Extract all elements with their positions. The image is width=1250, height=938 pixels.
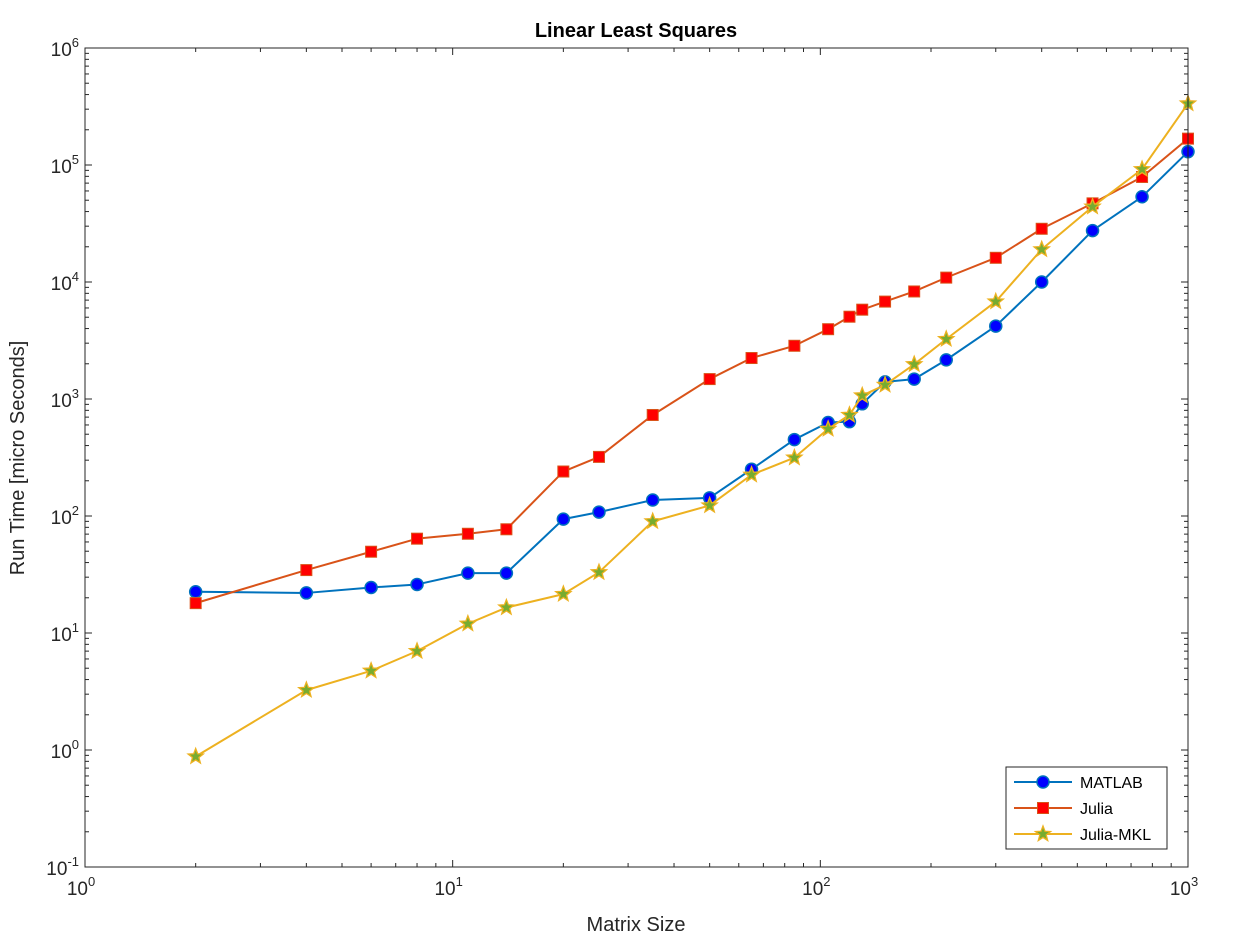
data-point-matlab: [907, 372, 921, 386]
data-point-julia-mkl: [840, 405, 859, 423]
data-point-julia-mkl: [875, 375, 895, 393]
y-tick-label: 104: [51, 269, 79, 295]
data-point-julia-mkl: [1132, 159, 1152, 178]
data-point-julia: [365, 545, 378, 558]
data-point-julia-mkl: [904, 354, 924, 373]
data-point-julia-mkl: [1083, 196, 1102, 215]
data-point-julia: [940, 271, 953, 284]
data-point-matlab: [364, 580, 378, 595]
data-point-julia-mkl: [458, 613, 478, 632]
data-point-matlab: [461, 566, 475, 580]
data-point-matlab: [1034, 275, 1049, 289]
data-point-julia-mkl: [785, 447, 804, 466]
data-point-julia-mkl: [407, 641, 427, 660]
data-point-julia-mkl: [852, 385, 872, 404]
data-point-matlab: [592, 505, 606, 519]
y-tick-label: 102: [51, 503, 79, 529]
y-tick-label: 103: [51, 386, 79, 412]
data-point-matlab: [188, 585, 203, 599]
data-point-julia-mkl: [986, 291, 1006, 310]
data-point-julia: [856, 303, 869, 316]
data-point-matlab: [787, 432, 802, 447]
data-point-julia: [879, 295, 892, 308]
legend-label-julia: Julia: [1080, 801, 1113, 818]
data-point-julia-mkl: [742, 464, 761, 483]
y-tick-label: 101: [51, 620, 79, 646]
legend-label-julia-mkl: Julia-MKL: [1080, 827, 1151, 844]
legend-marker-julia-mkl: [1033, 824, 1053, 842]
legend-marker-julia: [1037, 802, 1049, 814]
legend-item-matlab: MATLAB: [1014, 775, 1143, 792]
data-point-julia-mkl: [361, 661, 381, 679]
data-point-julia-mkl: [643, 511, 663, 530]
y-tick-label: 10-1: [46, 854, 79, 880]
data-point-julia-mkl: [497, 597, 516, 616]
data-point-matlab: [645, 493, 660, 507]
plot-area: [85, 48, 1188, 867]
legend-item-julia: Julia: [1014, 801, 1113, 818]
data-point-julia: [557, 465, 570, 478]
data-point-julia-mkl: [1032, 239, 1052, 258]
legend-label-matlab: MATLAB: [1080, 775, 1143, 792]
x-tick-label: 102: [802, 874, 830, 900]
data-point-julia-mkl: [554, 584, 573, 603]
data-point-matlab: [1135, 190, 1149, 204]
data-point-julia: [788, 339, 801, 352]
legend: MATLAB Julia Julia-MKL: [1005, 766, 1168, 850]
data-point-julia: [1035, 222, 1048, 235]
y-tick-label: 105: [51, 152, 79, 178]
data-point-matlab: [499, 566, 514, 580]
data-point-julia: [843, 310, 856, 323]
data-point-julia: [411, 532, 424, 545]
y-tick-label: 106: [51, 35, 79, 61]
data-point-julia: [989, 251, 1002, 264]
data-point-julia: [592, 450, 605, 463]
data-point-julia-mkl: [818, 419, 838, 437]
data-point-julia-mkl: [700, 495, 719, 514]
x-tick-label: 100: [67, 874, 95, 900]
data-point-julia: [703, 373, 716, 386]
plot-area-border: [84, 47, 1189, 868]
data-point-matlab: [989, 319, 1003, 333]
data-point-julia: [745, 352, 758, 365]
y-tick-label: 100: [51, 737, 79, 763]
chart-title: Linear Least Squares: [535, 20, 737, 42]
data-point-matlab: [410, 577, 424, 592]
data-point-julia: [822, 323, 835, 336]
legend-item-julia-mkl: Julia-MKL: [1014, 824, 1151, 844]
data-point-matlab: [556, 512, 571, 526]
data-point-julia: [300, 564, 313, 577]
series-matlab: [188, 144, 1195, 600]
data-point-julia: [461, 527, 474, 540]
data-point-julia-mkl: [589, 562, 609, 581]
series-julia-mkl: [186, 93, 1198, 765]
data-point-matlab: [299, 586, 314, 600]
x-axis-label: Matrix Size: [587, 914, 686, 936]
data-point-julia-mkl: [936, 329, 956, 348]
y-axis-label: Run Time [micro Seconds]: [7, 341, 29, 576]
x-tick-label: 101: [434, 874, 462, 900]
data-point-julia: [189, 597, 202, 610]
data-point-matlab: [1085, 223, 1100, 238]
data-point-matlab: [939, 353, 953, 367]
legend-marker-matlab: [1036, 775, 1050, 789]
data-point-julia: [646, 408, 659, 421]
x-tick-label: 103: [1170, 874, 1198, 900]
data-point-julia: [908, 285, 921, 298]
data-point-julia-mkl: [186, 746, 206, 765]
series: [186, 93, 1198, 765]
data-point-julia-mkl: [297, 680, 316, 699]
data-point-julia: [500, 523, 513, 536]
